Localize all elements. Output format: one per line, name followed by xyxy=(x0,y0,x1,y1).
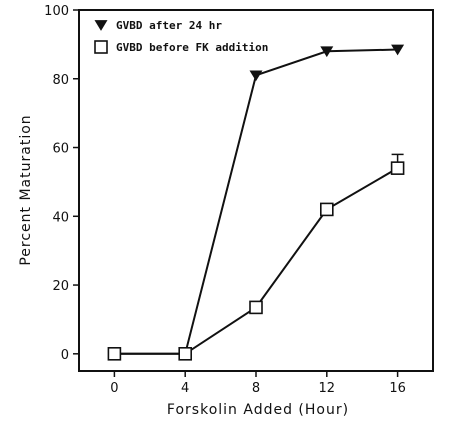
data-point xyxy=(319,202,334,217)
data-point xyxy=(249,300,263,315)
y-tick-label: 100 xyxy=(44,4,69,19)
data-point xyxy=(178,347,192,361)
data-point xyxy=(390,161,405,175)
data-point xyxy=(391,44,405,56)
y-tick-label: 40 xyxy=(52,210,69,225)
data-point xyxy=(249,70,263,82)
y-axis-label: Percent Maturation xyxy=(18,114,34,265)
x-axis-label: Forskolin Added (Hour) xyxy=(167,402,349,418)
x-tick-label: 12 xyxy=(319,381,336,396)
x-tick-label: 8 xyxy=(252,381,260,396)
y-tick-label: 60 xyxy=(52,142,69,157)
legend-label: GVBD after 24 hr xyxy=(116,19,222,32)
legend-marker xyxy=(94,40,108,54)
x-tick-label: 4 xyxy=(181,381,189,396)
data-point xyxy=(320,46,334,58)
y-tick-label: 0 xyxy=(61,348,69,363)
y-tick-label: 80 xyxy=(52,73,69,88)
legend-marker xyxy=(94,20,108,31)
data-point xyxy=(107,347,122,361)
x-tick-label: 16 xyxy=(389,381,406,396)
x-tick-label: 0 xyxy=(110,381,118,396)
series-line xyxy=(114,167,399,355)
plot-frame xyxy=(78,9,434,372)
legend-label: GVBD before FK addition xyxy=(116,41,268,54)
y-tick-label: 20 xyxy=(52,279,69,294)
series-2 xyxy=(107,153,405,361)
